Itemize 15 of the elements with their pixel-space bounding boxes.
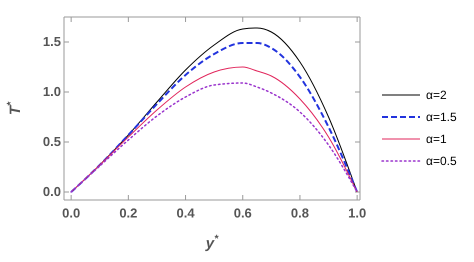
x-tick-label: 0.6 — [234, 205, 252, 220]
y-tick-label: 0.5 — [42, 134, 61, 150]
x-axis-title: y$^{*}$ — [204, 233, 220, 252]
x-tick-label: 0.0 — [62, 205, 80, 220]
x-tick-label: 0.2 — [119, 205, 138, 220]
y-tick-label: 0.0 — [42, 184, 61, 200]
x-tick-label: 0.8 — [290, 205, 309, 220]
legend-label: α=2 — [426, 88, 447, 102]
x-tick-label: 1.0 — [348, 205, 366, 220]
legend-label: α=1 — [426, 132, 447, 146]
legend-label: α=1.5 — [426, 110, 457, 124]
y-tick-label: 1.5 — [42, 34, 61, 50]
x-tick-label: 0.4 — [176, 205, 196, 220]
y-tick-label: 1.0 — [42, 84, 61, 100]
legend-label: α=0.5 — [426, 154, 457, 168]
